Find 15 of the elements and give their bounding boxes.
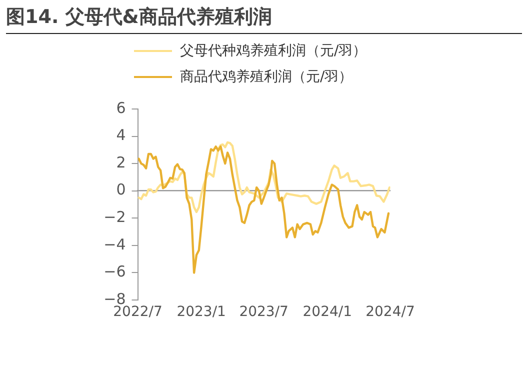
x-tick-label: 2022/7 [113, 304, 162, 320]
x-tick-label: 2024/1 [302, 304, 352, 320]
y-tick-label: 0 [116, 180, 126, 199]
y-tick-label: −4 [104, 235, 126, 254]
x-tick-label: 2023/1 [176, 304, 226, 320]
y-tick-label: −6 [104, 262, 126, 281]
x-tick-label: 2024/7 [366, 304, 415, 320]
y-tick-label: 6 [116, 98, 126, 117]
legend-label: 商品代鸡养殖利润（元/羽） [180, 68, 353, 86]
y-tick-label: 2 [116, 153, 126, 172]
y-tick-label: 4 [116, 126, 126, 144]
chart-title: 图14. 父母代&商品代养殖利润 [6, 4, 522, 34]
y-tick-label: −2 [104, 208, 126, 226]
x-tick-label: 2023/7 [239, 304, 288, 320]
legend-label: 父母代种鸡养殖利润（元/羽） [180, 42, 367, 60]
